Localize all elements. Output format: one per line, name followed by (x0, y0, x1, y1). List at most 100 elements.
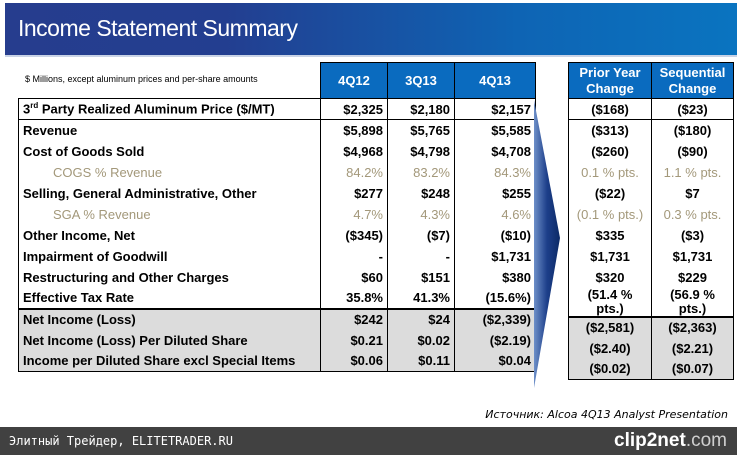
row-value: $1,731 (454, 245, 536, 267)
row-value: $2,180 (387, 98, 455, 120)
row-value: ($10) (454, 224, 536, 246)
change-value: ($0.07) (651, 358, 734, 380)
change-value: ($0.02) (568, 358, 652, 380)
table-row: 3rd Party Realized Aluminum Price ($/MT)… (18, 98, 536, 120)
change-value: ($3) (651, 224, 734, 246)
income-table: 4Q12 3Q13 4Q13 3rd Party Realized Aluminum … (18, 62, 536, 372)
change-row: 0.1 % pts. 1.1 % pts. (568, 161, 734, 183)
change-row: (0.1 % pts.) 0.3 % pts. (568, 203, 734, 225)
change-row: ($313) ($180) (568, 119, 734, 141)
row-value: 84.2% (320, 161, 388, 183)
row-value: $0.21 (320, 329, 388, 351)
row-value: - (387, 245, 455, 267)
change-row: $335 ($3) (568, 224, 734, 246)
change-table: Prior Year Change Sequential Change ($168)… (568, 62, 734, 380)
change-row: ($22) $7 (568, 182, 734, 204)
change-value: (56.9 % pts.) (651, 287, 734, 317)
change-value: ($90) (651, 140, 734, 162)
change-value: 0.3 % pts. (651, 203, 734, 225)
col-prior-year-change: Prior Year Change (568, 62, 652, 99)
col-sequential-change: Sequential Change (651, 62, 734, 99)
change-value: ($2.21) (651, 337, 734, 359)
change-value: $7 (651, 182, 734, 204)
row-label: Cost of Goods Sold (18, 140, 321, 162)
change-value: ($180) (651, 119, 734, 141)
table-row: Net Income (Loss) $242 $24 ($2,339) (18, 307, 536, 330)
clip2net-logo: clip2net.com (614, 430, 727, 451)
change-value: ($22) (568, 182, 652, 204)
col-4q12: 4Q12 (320, 62, 388, 99)
row-value: 35.8% (320, 287, 388, 309)
units-note: $ Millions, except aluminum prices and p… (25, 74, 258, 84)
row-label: 3rd Party Realized Aluminum Price ($/MT) (18, 98, 321, 120)
row-label: Selling, General Administrative, Other (18, 182, 321, 204)
row-value: $60 (320, 266, 388, 288)
table-row: Effective Tax Rate 35.8% 41.3% (15.6%) (18, 287, 536, 309)
title-banner: Income Statement Summary (5, 3, 737, 57)
row-label: Revenue (18, 119, 321, 141)
change-value: $320 (568, 266, 652, 288)
row-label: Net Income (Loss) (18, 307, 321, 330)
row-value: $277 (320, 182, 388, 204)
row-value: $24 (387, 307, 455, 330)
row-value: $380 (454, 266, 536, 288)
change-value: 1.1 % pts. (651, 161, 734, 183)
row-value: - (320, 245, 388, 267)
row-value: $0.11 (387, 350, 455, 372)
change-value: $1,731 (568, 245, 652, 267)
arrow-chevron-icon (534, 100, 560, 388)
table-row: Cost of Goods Sold $4,968 $4,798 $4,708 (18, 140, 536, 162)
row-value: (15.6%) (454, 287, 536, 309)
change-value: (51.4 % pts.) (568, 287, 652, 317)
row-value: $242 (320, 307, 388, 330)
row-value: $151 (387, 266, 455, 288)
row-value: $248 (387, 182, 455, 204)
row-label: Income per Diluted Share excl Special It… (18, 350, 321, 372)
row-value: $4,968 (320, 140, 388, 162)
row-value: 41.3% (387, 287, 455, 309)
row-value: $4,708 (454, 140, 536, 162)
change-row: ($260) ($90) (568, 140, 734, 162)
table-row: Other Income, Net ($345) ($7) ($10) (18, 224, 536, 246)
table-row: Net Income (Loss) Per Diluted Share $0.21… (18, 329, 536, 351)
row-value: ($2.19) (454, 329, 536, 351)
row-label: Restructuring and Other Charges (18, 266, 321, 288)
row-value: ($2,339) (454, 307, 536, 330)
change-row: ($168) ($23) (568, 98, 734, 120)
row-value: $4,798 (387, 140, 455, 162)
change-value: ($168) (568, 98, 652, 120)
row-value: $5,585 (454, 119, 536, 141)
row-label: Net Income (Loss) Per Diluted Share (18, 329, 321, 351)
row-label: Other Income, Net (18, 224, 321, 246)
row-value: 4.3% (387, 203, 455, 225)
change-value: 0.1 % pts. (568, 161, 652, 183)
change-row: (51.4 % pts.) (56.9 % pts.) (568, 287, 734, 317)
change-value: ($2,581) (568, 315, 652, 338)
change-row: ($0.02) ($0.07) (568, 358, 734, 380)
row-label: Impairment of Goodwill (18, 245, 321, 267)
col-3q13: 3Q13 (387, 62, 455, 99)
row-value: $0.04 (454, 350, 536, 372)
row-value: $5,898 (320, 119, 388, 141)
page-title: Income Statement Summary (18, 15, 298, 41)
row-value: $0.06 (320, 350, 388, 372)
row-value: $2,157 (454, 98, 536, 120)
table-row: Revenue $5,898 $5,765 $5,585 (18, 119, 536, 141)
footer-bar: Элитный Трейдер, ELITETRADER.RU clip2net… (0, 427, 737, 455)
row-value: 84.3% (454, 161, 536, 183)
table-row: COGS % Revenue 84.2% 83.2% 84.3% (18, 161, 536, 183)
change-value: ($23) (651, 98, 734, 120)
change-row: ($2,581) ($2,363) (568, 315, 734, 338)
row-value: 4.7% (320, 203, 388, 225)
table-row: Income per Diluted Share excl Special It… (18, 350, 536, 372)
row-value: $2,325 (320, 98, 388, 120)
row-value: $5,765 (387, 119, 455, 141)
table-row: Impairment of Goodwill - - $1,731 (18, 245, 536, 267)
table-row: Selling, General Administrative, Other $2… (18, 182, 536, 204)
change-value: ($2.40) (568, 337, 652, 359)
table-row: SGA % Revenue 4.7% 4.3% 4.6% (18, 203, 536, 225)
change-value: $335 (568, 224, 652, 246)
change-row: $320 $229 (568, 266, 734, 288)
change-value: $1,731 (651, 245, 734, 267)
change-value: ($260) (568, 140, 652, 162)
